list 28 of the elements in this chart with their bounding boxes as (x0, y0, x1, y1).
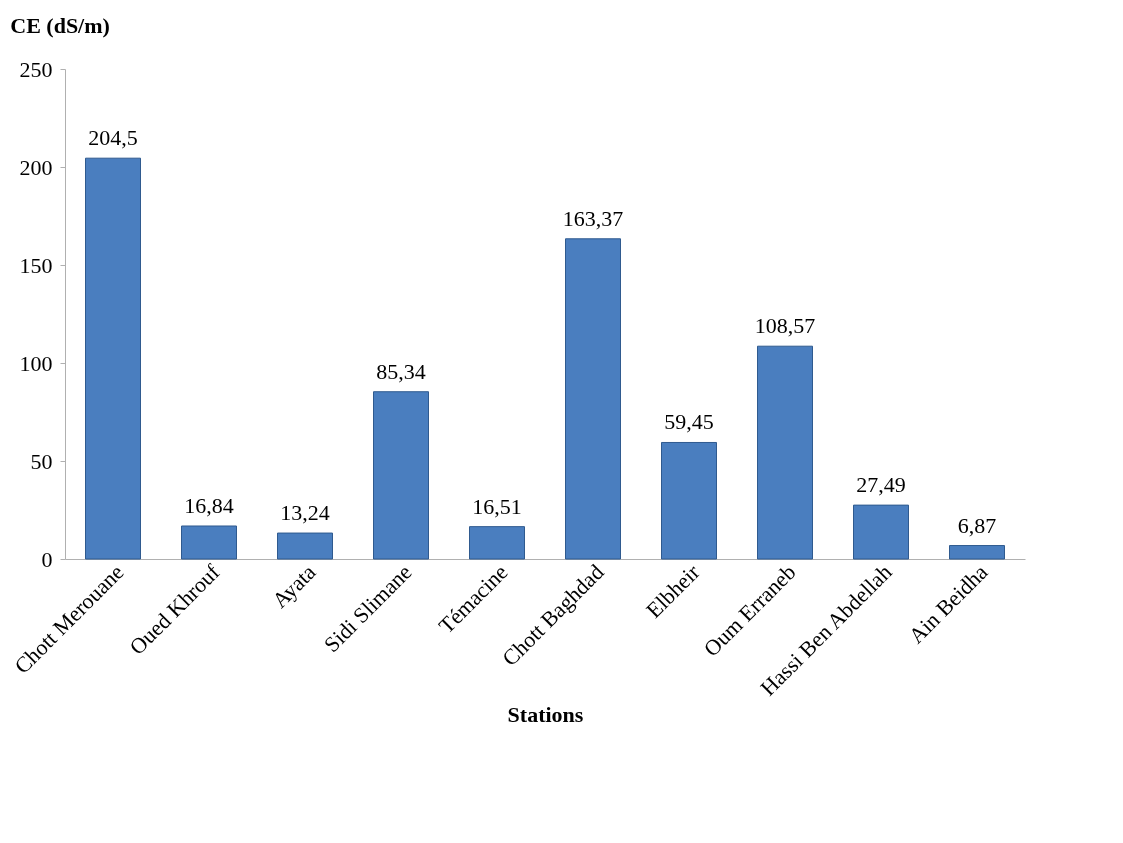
data-label: 6,87 (957, 512, 997, 538)
y-tick-label: 150 (19, 252, 53, 278)
data-label: 27,49 (856, 472, 906, 498)
bar (661, 441, 717, 560)
bar (373, 391, 429, 560)
bar (565, 238, 621, 560)
bar (181, 525, 237, 560)
bar (85, 157, 141, 560)
y-tick-label: 0 (41, 546, 53, 572)
data-label: 16,84 (184, 492, 234, 518)
data-label: 59,45 (664, 409, 714, 435)
data-label: 204,5 (88, 125, 138, 151)
y-tick-label: 50 (30, 448, 53, 474)
y-axis-title: CE (dS/m) (10, 13, 110, 38)
y-tick-label: 200 (19, 154, 53, 180)
bar (277, 532, 333, 560)
bar (949, 545, 1005, 560)
data-label: 163,37 (562, 205, 624, 231)
x-axis-title: Stations (507, 701, 584, 727)
data-label: 16,51 (472, 493, 522, 519)
bar (469, 526, 525, 560)
bar (757, 345, 813, 560)
data-label: 85,34 (376, 358, 426, 384)
bar (853, 504, 909, 560)
data-label: 13,24 (280, 500, 330, 526)
data-label: 108,57 (754, 313, 816, 339)
y-tick-label: 100 (19, 350, 53, 376)
y-tick-label: 250 (19, 56, 53, 82)
